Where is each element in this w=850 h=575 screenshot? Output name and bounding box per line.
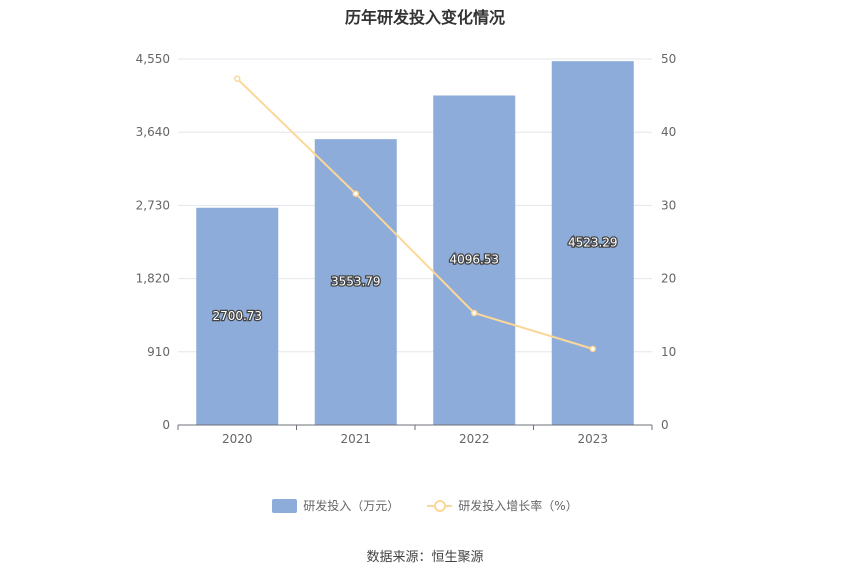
y-right-tick-label: 10	[661, 345, 676, 359]
legend-label-rd-investment: 研发投入（万元）	[303, 499, 400, 513]
x-tick-label: 2020	[222, 432, 253, 446]
y-right-tick-label: 40	[661, 125, 676, 139]
legend-bar-swatch	[272, 498, 298, 513]
bar	[433, 95, 516, 425]
y-left-tick-label: 1,820	[136, 272, 170, 286]
chart-title: 历年研发投入变化情况	[344, 8, 505, 27]
x-tick-label: 2021	[340, 432, 371, 446]
y-left-tick-label: 2,730	[136, 198, 170, 212]
bar-value-label: 2700.73	[212, 309, 262, 323]
x-tick-label: 2023	[577, 432, 608, 446]
bar	[314, 139, 397, 425]
bar-value-label: 3553.79	[331, 275, 381, 289]
y-left-tick-label: 910	[147, 345, 170, 359]
growth-rate-line	[236, 78, 594, 350]
y-right-tick-label: 30	[661, 198, 676, 212]
y-right-tick-label: 0	[661, 418, 669, 432]
growth-rate-point	[471, 309, 478, 317]
y-left-tick-label: 4,550	[136, 52, 170, 66]
x-tick-label: 2022	[459, 432, 490, 446]
bar-value-label: 4096.53	[449, 253, 499, 267]
y-left-tick-label: 0	[162, 418, 170, 432]
chart-area: 0 910 1,820 2,730 3,640 4,550 0 10 20 30 40 50 2020 2…	[136, 52, 677, 446]
growth-rate-point	[352, 190, 359, 197]
legend-label-growth-rate: 研发投入增长率（%）	[458, 499, 578, 513]
bar	[551, 61, 634, 426]
legend-line-swatch	[427, 499, 453, 513]
growth-rate-point	[589, 345, 596, 353]
y-right-tick-label: 50	[661, 52, 676, 66]
y-left-tick-label: 3,640	[136, 125, 170, 139]
legend: 研发投入（万元） 研发投入增长率（%）	[0, 497, 850, 514]
legend-item-growth-rate[interactable]: 研发投入增长率（%）	[427, 497, 578, 514]
legend-item-rd-investment[interactable]: 研发投入（万元）	[272, 497, 399, 514]
y-right-tick-label: 20	[661, 272, 676, 286]
growth-rate-point	[234, 75, 241, 83]
bar	[196, 207, 279, 425]
bar-value-label: 4523.29	[568, 236, 618, 250]
data-source: 数据来源：恒生聚源	[366, 550, 484, 565]
